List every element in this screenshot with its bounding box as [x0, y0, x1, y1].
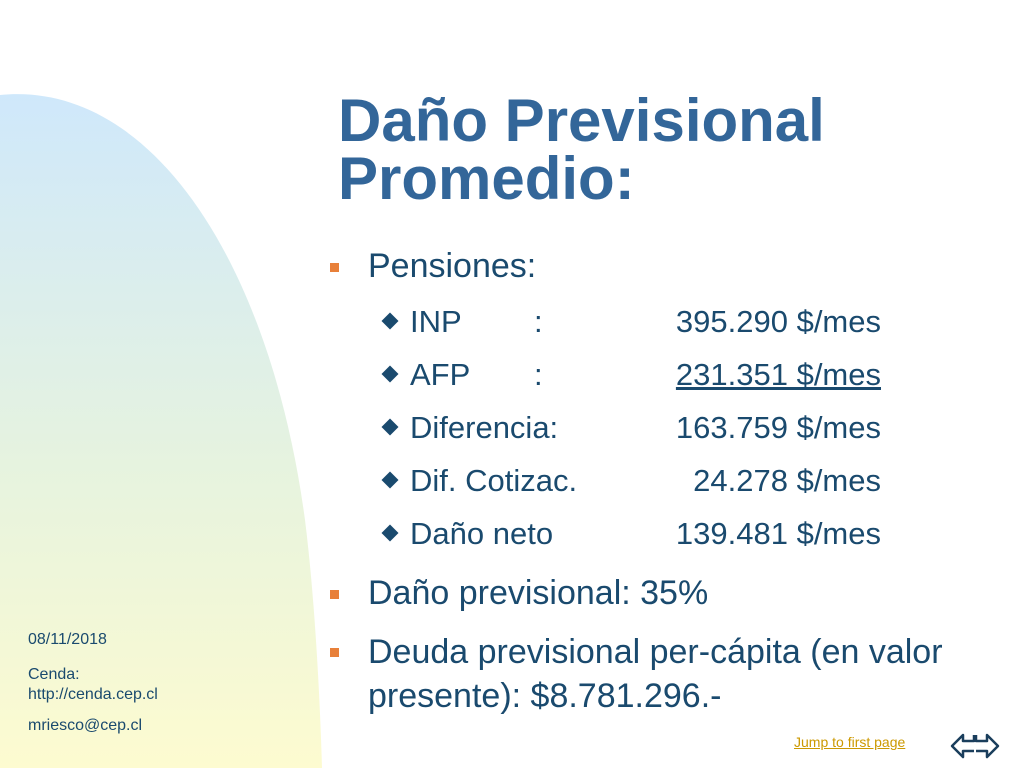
pension-label: Diferencia: [410, 410, 559, 445]
footer-cenda-url: http://cenda.cep.cl [28, 686, 158, 703]
pension-value: 395.290 $/mes [675, 304, 881, 339]
square-bullet-icon [330, 648, 339, 657]
pension-label: INP [410, 304, 462, 339]
pension-value: 24.278 $/mes [693, 463, 881, 498]
pension-label: Dif. Cotizac. [410, 463, 578, 498]
bullet-pensiones: Pensiones: [330, 245, 1010, 287]
pension-row-afp: AFP : 231.351 $/mes [380, 348, 1010, 401]
square-bullet-icon [330, 263, 339, 272]
pension-label: Daño neto [410, 516, 554, 551]
pension-row-diferencia: Diferencia: 163.759 $/mes [380, 401, 1010, 454]
square-bullet-icon [330, 590, 339, 599]
pension-row-dano-neto: Daño neto 139.481 $/mes [380, 507, 1010, 560]
slide-title: Daño Previsional Promedio: [338, 87, 998, 212]
footer-cenda-label: Cenda: [28, 666, 80, 683]
diamond-bullet-icon [381, 312, 399, 330]
pension-colon: : [534, 357, 543, 392]
jump-to-first-page-link[interactable]: Jump to first page [794, 734, 906, 750]
pension-colon: : [534, 304, 543, 339]
pension-row-dif-cotizac: Dif. Cotizac. 24.278 $/mes [380, 454, 1010, 507]
pension-label: AFP [410, 357, 471, 392]
back-arrow-icon[interactable] [950, 731, 976, 761]
pension-row-inp: INP : 395.290 $/mes [380, 295, 1010, 348]
footer-email: mriesco@cep.cl [28, 717, 143, 734]
bullet-deuda-previsional: Deuda previsional per-cápita (en valor p… [330, 630, 1010, 718]
footer-date: 08/11/2018 [28, 631, 107, 648]
footer-cenda: Cenda: http://cenda.cep.cl [28, 665, 158, 705]
bullet-dano-previsional: Daño previsional: 35% [330, 572, 1010, 614]
bullet-text: Daño previsional: 35% [368, 574, 709, 612]
forward-arrow-icon[interactable] [974, 731, 1000, 761]
diamond-bullet-icon [381, 471, 399, 489]
bullet-text: Deuda previsional per-cápita (en valor p… [368, 633, 943, 715]
slide-title-line2: Promedio: [338, 145, 635, 212]
pension-value: 163.759 $/mes [675, 410, 881, 445]
pension-value: 139.481 $/mes [675, 516, 881, 551]
bullet-text: Pensiones: [368, 247, 537, 285]
diamond-bullet-icon [381, 365, 399, 383]
pension-value: 231.351 $/mes [675, 357, 881, 392]
diamond-bullet-icon [381, 524, 399, 542]
slide-title-line1: Daño Previsional [338, 87, 825, 154]
diamond-bullet-icon [381, 418, 399, 436]
slide-body: Pensiones: INP : 395.290 $/mes AFP : 231… [330, 245, 1010, 718]
